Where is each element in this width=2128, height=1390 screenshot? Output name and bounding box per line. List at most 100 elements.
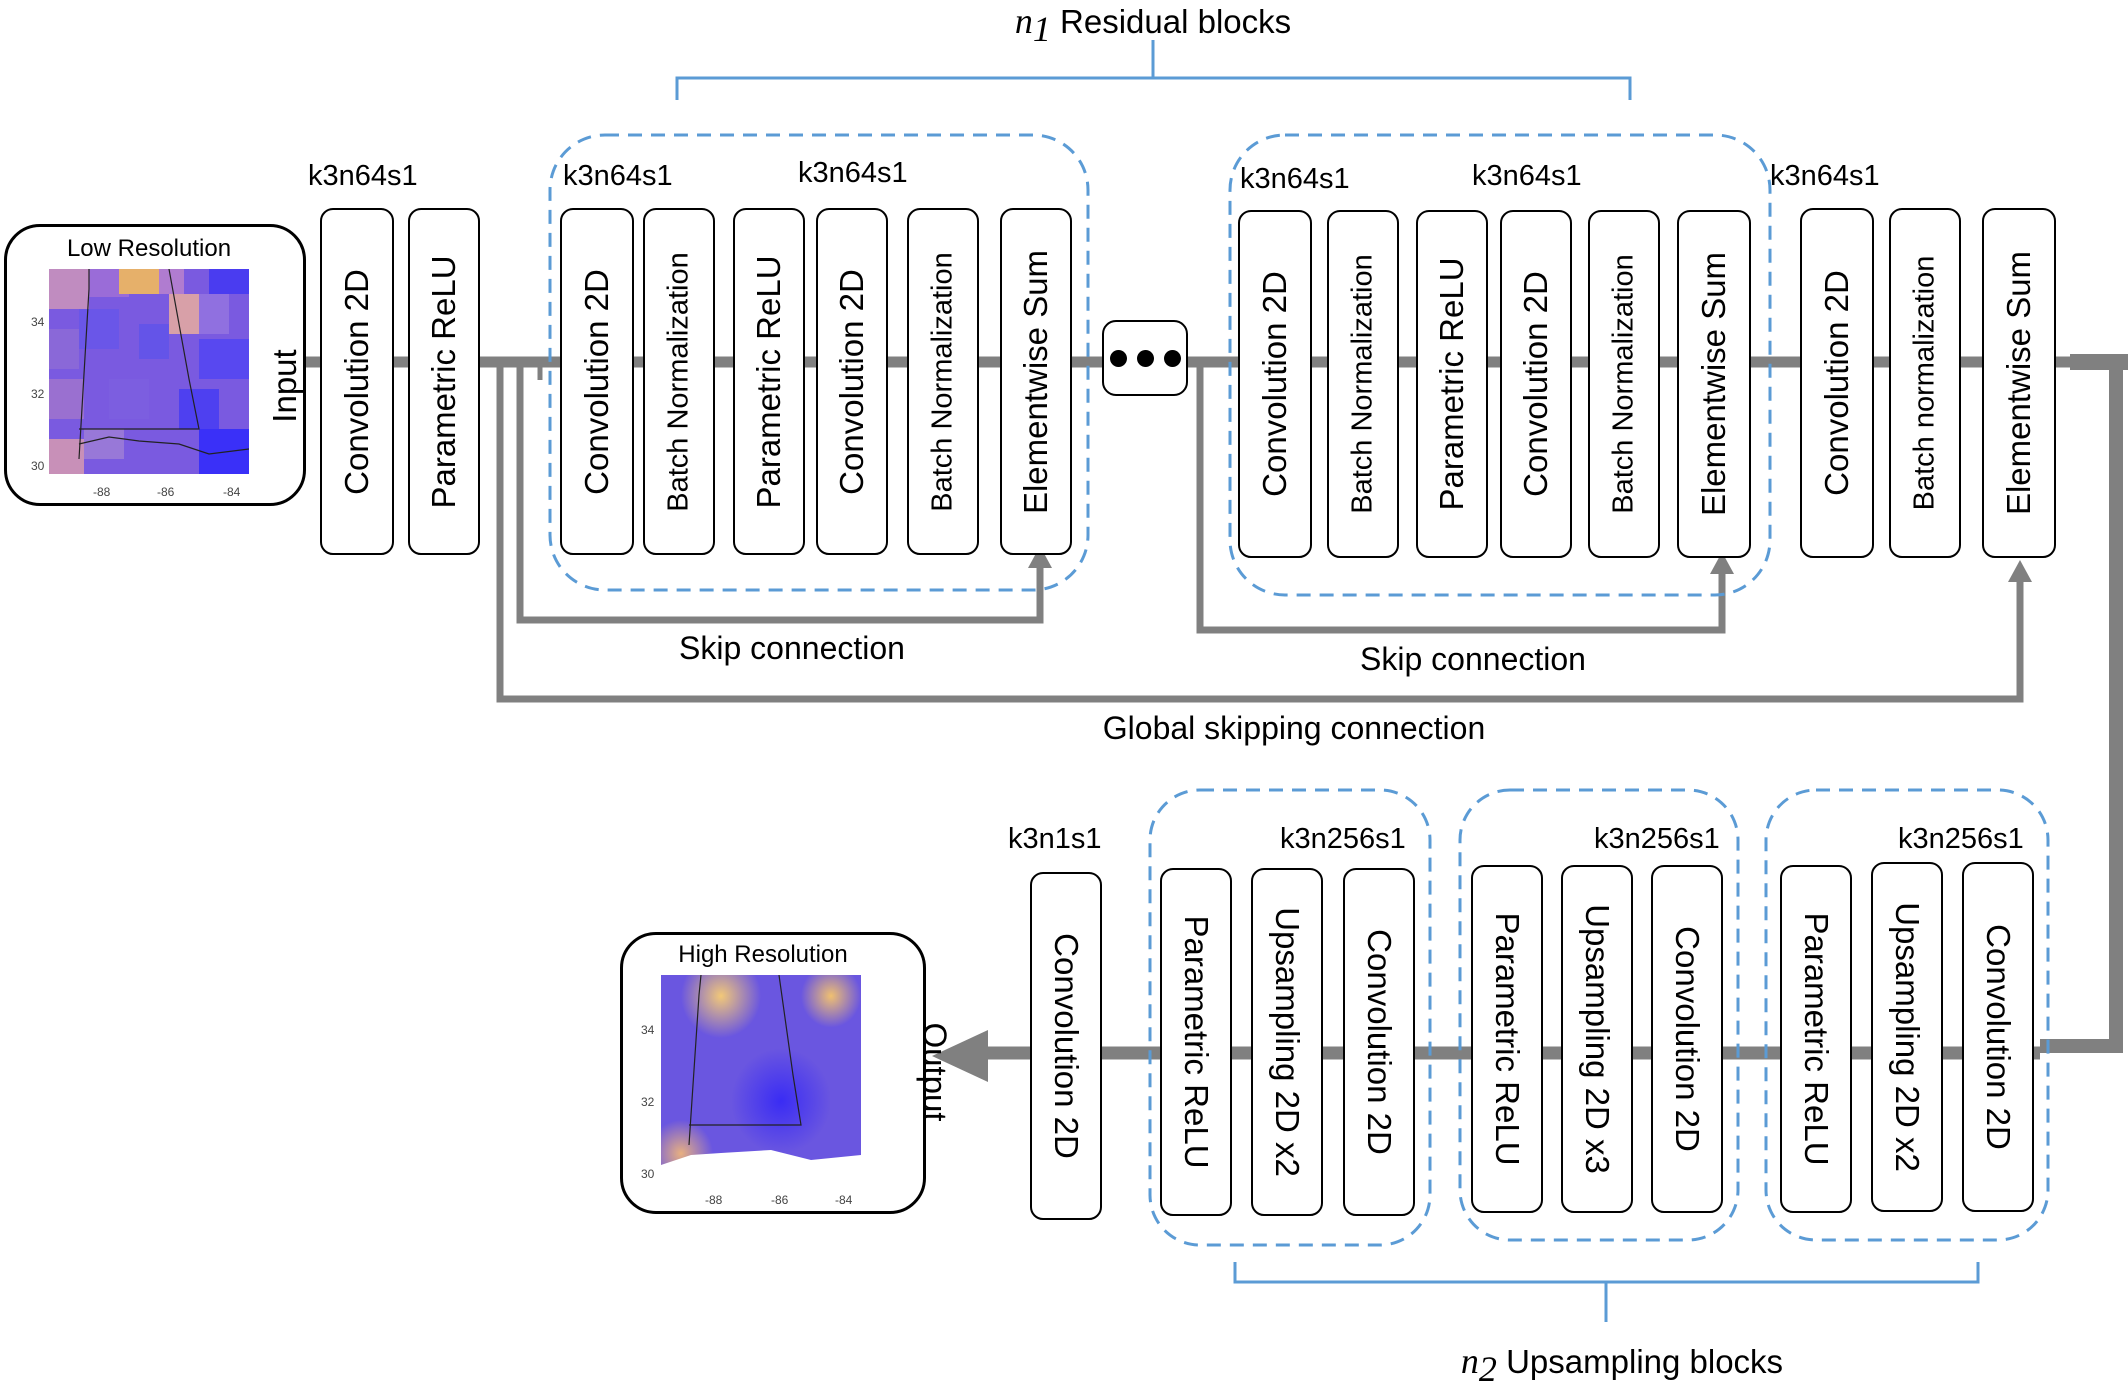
global-skip-connection-label: Global skipping connection (1102, 710, 1486, 746)
output-ytick-30: 30 (641, 1167, 655, 1181)
res1-prelu-label: Parametric ReLU (750, 254, 787, 509)
res2-elementwise-sum-label: Elementwise Sum (1695, 251, 1732, 517)
final-conv2d-block: Convolution 2D (1030, 872, 1102, 1220)
right-descender (2040, 355, 2123, 1053)
output-arrowhead (932, 1030, 988, 1082)
res2-prelu-block: Parametric ReLU (1416, 210, 1488, 558)
dot-2 (1136, 349, 1154, 367)
k-label-tail: k3n64s1 (1770, 160, 1880, 192)
dot-3 (1163, 349, 1181, 367)
low-resolution-map (49, 269, 249, 474)
res1-conv2d-a-block: Convolution 2D (560, 208, 634, 555)
res1-batchnorm-b-label: Batch Normalization (926, 251, 959, 512)
up2-conv2d-block: Convolution 2D (1651, 865, 1723, 1213)
tail-elementwise-sum-label: Elementwise Sum (2000, 250, 2037, 516)
up2-upsampling-block: Upsampling 2D x3 (1561, 865, 1633, 1213)
input-ytick-30: 30 (31, 459, 45, 473)
res2-conv2d-b-label: Convolution 2D (1517, 271, 1554, 497)
head-conv2d-label: Convolution 2D (338, 268, 375, 495)
residual-bracket (675, 40, 1632, 100)
residual-group-1 (548, 133, 1090, 592)
up3-upsampling-label: Upsampling 2D x2 (1889, 902, 1926, 1172)
res2-conv2d-a-block: Convolution 2D (1238, 210, 1312, 558)
res1-elementwise-sum-block: Elementwise Sum (1000, 208, 1072, 555)
k-label-res1-a: k3n64s1 (563, 160, 673, 192)
up3-upsampling-block: Upsampling 2D x2 (1871, 862, 1943, 1212)
upsampling-bracket (1233, 1262, 1980, 1322)
up3-prelu-block: Parametric ReLU (1780, 865, 1852, 1213)
res2-batchnorm-b-label: Batch Normalization (1607, 254, 1640, 514)
res2-conv2d-b-block: Convolution 2D (1500, 210, 1572, 558)
output-ytick-32: 32 (641, 1095, 655, 1109)
k-label-up3: k3n256s1 (1898, 823, 2024, 855)
k-label-up1: k3n256s1 (1280, 823, 1406, 855)
res1-batchnorm-a-block: Batch Normalization (643, 208, 715, 555)
up1-upsampling-label: Upsampling 2D x2 (1269, 907, 1306, 1177)
res2-prelu-label: Parametric ReLU (1433, 257, 1470, 511)
head-prelu-block: Parametric ReLU (408, 208, 480, 555)
input-map-title: Low Resolution (66, 235, 232, 262)
tail-elementwise-sum-block: Elementwise Sum (1982, 208, 2056, 558)
up1-conv2d-label: Convolution 2D (1361, 929, 1398, 1155)
up2-prelu-label: Parametric ReLU (1489, 912, 1526, 1166)
k-label-res1-b: k3n64s1 (798, 157, 908, 189)
skip-connection-1-label: Skip connection (679, 630, 905, 666)
input-ytick-32: 32 (31, 387, 45, 401)
k-label-res2-a: k3n64s1 (1240, 163, 1350, 195)
res1-elementwise-sum-label: Elementwise Sum (1017, 249, 1054, 514)
skip-connection-2 (1196, 362, 1726, 634)
output-xtick-84: -84 (835, 1193, 853, 1207)
head-conv2d-block: Convolution 2D (320, 208, 394, 555)
upsampling-blocks-title: n2 Upsampling blocks (1460, 1341, 1784, 1389)
input-ytick-34: 34 (31, 315, 45, 329)
global-skip-connection (496, 362, 2024, 703)
output-xtick-88: -88 (705, 1193, 723, 1207)
res2-batchnorm-a-label: Batch Normalization (1346, 254, 1379, 514)
upsample-group-1 (1148, 788, 1432, 1247)
dot-1 (1109, 349, 1127, 367)
res2-conv2d-a-label: Convolution 2D (1256, 271, 1293, 497)
up2-upsampling-label: Upsampling 2D x3 (1579, 904, 1616, 1174)
up2-conv2d-label: Convolution 2D (1669, 926, 1706, 1152)
tail-batchnorm-block: Batch normalization (1889, 208, 1961, 558)
res1-prelu-block: Parametric ReLU (733, 208, 805, 555)
output-map-title: High Resolution (678, 941, 848, 968)
up3-conv2d-block: Convolution 2D (1962, 862, 2034, 1212)
upsample-group-2 (1458, 788, 1740, 1242)
repeat-ellipsis (1102, 320, 1188, 396)
up1-prelu-block: Parametric ReLU (1160, 868, 1232, 1216)
up3-prelu-label: Parametric ReLU (1798, 912, 1835, 1166)
residual-group-2 (1228, 133, 1772, 597)
res1-conv2d-b-label: Convolution 2D (833, 268, 870, 495)
input-label: Input (266, 349, 303, 423)
k-label-up2: k3n256s1 (1594, 823, 1720, 855)
res1-batchnorm-a-label: Batch Normalization (662, 251, 695, 512)
res2-batchnorm-a-block: Batch Normalization (1327, 210, 1399, 558)
input-xtick-88: -88 (93, 485, 111, 499)
tail-conv2d-label: Convolution 2D (1818, 270, 1855, 496)
up1-prelu-label: Parametric ReLU (1178, 915, 1215, 1169)
input-xtick-84: -84 (223, 485, 241, 499)
k-label-res2-b: k3n64s1 (1472, 160, 1582, 192)
up1-upsampling-block: Upsampling 2D x2 (1251, 868, 1323, 1216)
final-conv2d-label: Convolution 2D (1048, 933, 1085, 1159)
input-xtick-86: -86 (157, 485, 175, 499)
output-label: Output (916, 1022, 954, 1122)
head-prelu-label: Parametric ReLU (425, 254, 462, 509)
up1-conv2d-block: Convolution 2D (1343, 868, 1415, 1216)
residual-blocks-title: n1 Residual blocks (1014, 1, 1292, 49)
output-xtick-86: -86 (771, 1193, 789, 1207)
res1-conv2d-a-label: Convolution 2D (578, 268, 615, 495)
output-panel: High Resolution 34 32 30 -88 -86 -84 Out… (620, 932, 954, 1214)
res1-conv2d-b-block: Convolution 2D (816, 208, 888, 555)
skip-connection-2-label: Skip connection (1360, 641, 1586, 677)
tail-batchnorm-label: Batch normalization (1908, 255, 1941, 511)
res1-batchnorm-b-block: Batch Normalization (907, 208, 979, 555)
input-panel: Low Resolution (4, 224, 306, 506)
up3-conv2d-label: Convolution 2D (1980, 924, 2017, 1150)
tail-conv2d-block: Convolution 2D (1800, 208, 1874, 558)
k-label-head: k3n64s1 (308, 160, 418, 192)
res2-batchnorm-b-block: Batch Normalization (1588, 210, 1660, 558)
res2-elementwise-sum-block: Elementwise Sum (1677, 210, 1751, 558)
up2-prelu-block: Parametric ReLU (1471, 865, 1543, 1213)
